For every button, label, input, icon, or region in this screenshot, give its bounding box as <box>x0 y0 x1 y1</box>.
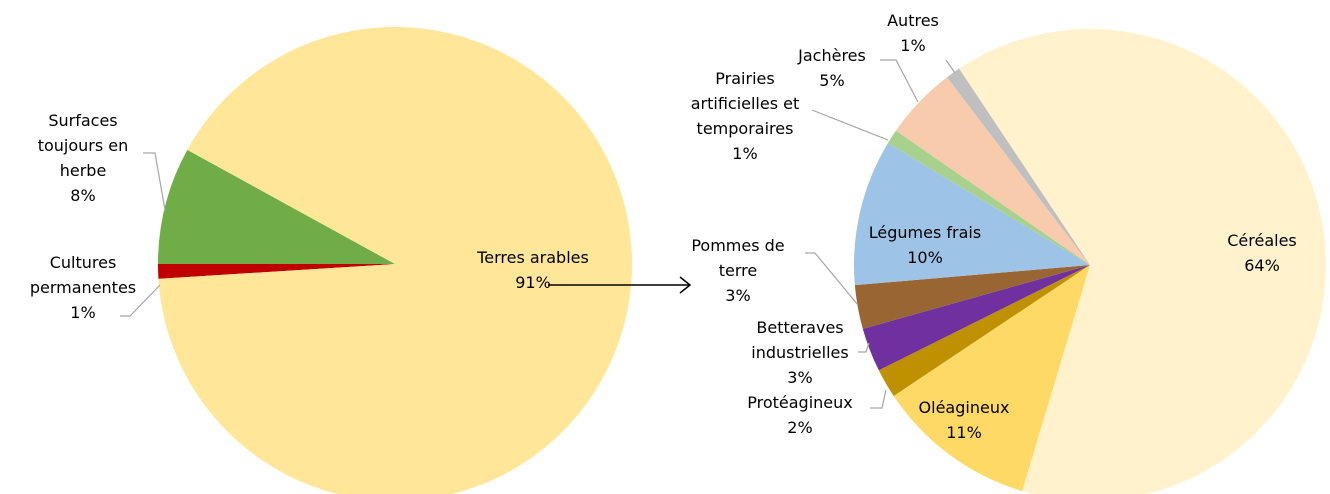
slice-value: 1% <box>732 144 758 163</box>
slice-name: Autres <box>887 11 939 30</box>
slice-label: Cultures permanentes 1% <box>27 250 139 325</box>
slice-label: Pommes de terre 3% <box>682 233 794 308</box>
slice-label: Jachères 5% <box>782 43 882 93</box>
pie-slice <box>854 143 1090 286</box>
pie-slice <box>878 265 1090 396</box>
slice-value: 3% <box>787 368 813 387</box>
leader-line <box>120 284 161 317</box>
pie-slice <box>893 265 1090 492</box>
leader-lines <box>120 59 956 409</box>
slice-label: Surfaces toujours en herbe 8% <box>31 108 135 208</box>
pie-slice <box>158 149 395 264</box>
slice-value: 91% <box>515 273 551 292</box>
slice-value: 1% <box>900 36 926 55</box>
slice-name: Légumes frais <box>868 223 982 242</box>
slice-label: Céréales 64% <box>1202 228 1322 278</box>
slice-name: Céréales <box>1227 231 1297 250</box>
pie-slice <box>887 130 1090 265</box>
slice-value: 11% <box>946 423 982 442</box>
slice-value: 1% <box>70 303 96 322</box>
slice-name: Cultures permanentes <box>29 253 137 297</box>
slice-label: Légumes frais 10% <box>855 220 995 270</box>
pie-slice <box>959 29 1326 494</box>
slice-label: Autres 1% <box>873 8 953 58</box>
slice-value: 10% <box>907 248 943 267</box>
slice-label: Protéagineux 2% <box>735 390 865 440</box>
slice-name: Oléagineux <box>918 398 1010 417</box>
leader-line <box>945 59 956 74</box>
slice-name: Surfaces toujours en herbe <box>37 111 129 180</box>
slice-value: 5% <box>819 71 845 90</box>
slice-name: Betteraves industrielles <box>751 318 849 362</box>
pie-slice <box>158 264 395 279</box>
slice-name: Terres arables <box>477 248 589 267</box>
slice-name: Protéagineux <box>747 393 853 412</box>
slice-label: Oléagineux 11% <box>904 395 1024 445</box>
pie-slice <box>158 27 632 494</box>
slice-name: Jachères <box>798 46 866 65</box>
slice-value: 8% <box>70 186 96 205</box>
slice-value: 3% <box>725 286 751 305</box>
slice-label: Terres arables 91% <box>453 245 613 295</box>
leader-line <box>805 252 859 306</box>
slice-name: Pommes de terre <box>691 236 785 280</box>
slice-label: Prairies artificielles et temporaires 1% <box>675 66 815 166</box>
pie-slice <box>895 77 1090 266</box>
slice-name: Prairies artificielles et temporaires <box>690 69 800 138</box>
leader-line <box>811 109 889 141</box>
arrow-head <box>679 276 692 294</box>
slice-value: 2% <box>787 418 813 437</box>
pie-slice <box>862 265 1090 371</box>
slice-value: 64% <box>1244 256 1280 275</box>
pie-slice <box>946 68 1090 265</box>
slice-label: Betteraves industrielles 3% <box>744 315 856 390</box>
leader-line <box>858 342 870 353</box>
leader-line <box>143 152 166 211</box>
leader-line <box>880 59 919 103</box>
leader-line <box>870 389 887 409</box>
pie-slice <box>854 265 1090 329</box>
